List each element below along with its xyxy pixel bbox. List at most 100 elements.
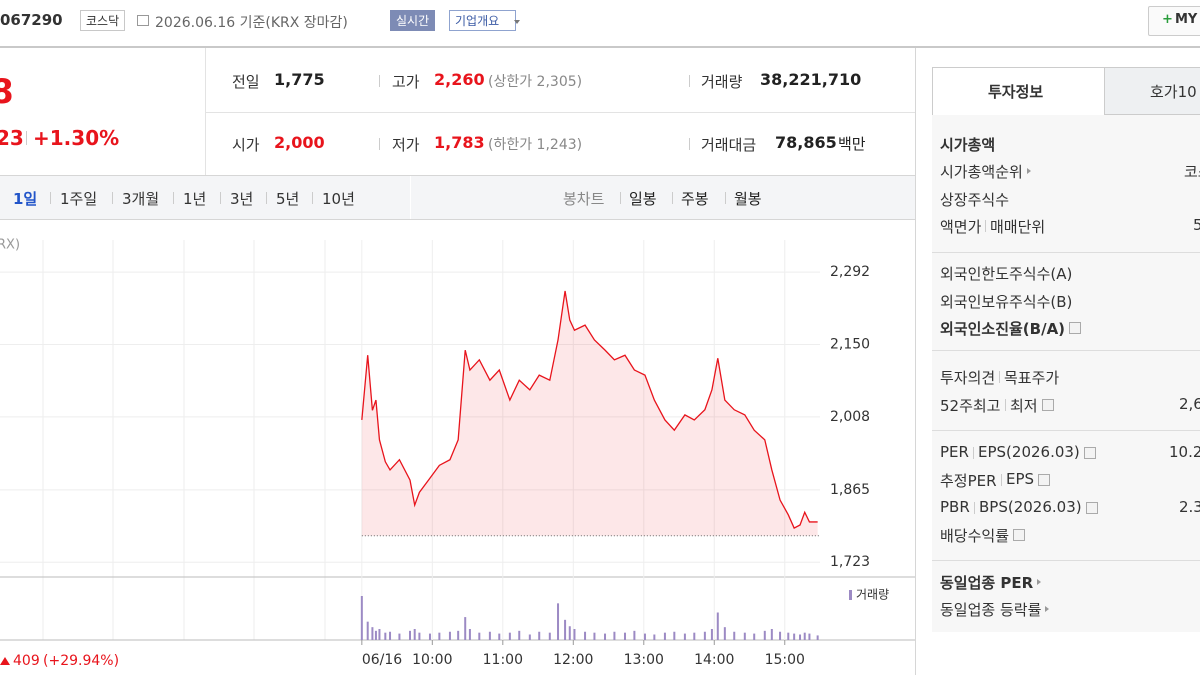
y-tick-label: 1,865 <box>830 482 870 498</box>
tab-sep <box>220 192 221 204</box>
row-label: 52주최고 <box>940 397 1001 415</box>
candle-tab[interactable]: 월봉 <box>734 190 762 208</box>
label-sep <box>999 371 1000 383</box>
help-icon[interactable] <box>1013 529 1025 541</box>
my-button[interactable] <box>1148 6 1200 36</box>
upper-limit: (상한가 2,305) <box>488 74 583 90</box>
volume-bar <box>478 632 481 640</box>
tab-active[interactable] <box>932 67 1105 115</box>
tab-invest[interactable]: 투자정보 <box>988 83 1044 101</box>
volume-bar <box>557 603 560 640</box>
x-tick-label: 13:00 <box>624 652 664 668</box>
market-tag: 코스닥 <box>80 10 126 31</box>
volume-bar <box>468 629 471 640</box>
label-sep <box>985 220 986 232</box>
candle-tab[interactable]: 봉차트 <box>563 190 605 208</box>
volume-bar <box>508 632 511 640</box>
prev-label: 전일 <box>232 73 260 91</box>
volume-bar <box>770 629 773 640</box>
row-label: 액면가 <box>940 218 982 236</box>
tab-inactive[interactable] <box>1105 67 1200 115</box>
volume-bar <box>528 634 531 640</box>
volume-bar <box>438 632 441 640</box>
volume-bar <box>398 633 401 640</box>
volume-bar <box>743 632 746 640</box>
row-divider <box>932 430 1200 431</box>
volume-bar <box>779 631 782 640</box>
row-label: 외국인한도주식수(A) <box>940 265 1073 283</box>
volume-bar <box>683 633 686 640</box>
row-label: 배당수익률 <box>940 527 1010 545</box>
row-label2: 최저 <box>1010 397 1038 415</box>
help-icon[interactable] <box>1084 447 1096 459</box>
row-label: 추정PER <box>940 472 997 490</box>
amount-unit: 백만 <box>838 135 866 153</box>
open-value: 2,000 <box>274 133 325 152</box>
volume-bar <box>384 632 387 640</box>
row-value: 10.27 <box>1169 443 1200 461</box>
volume-bar <box>710 629 713 640</box>
base-date: 2026.06.16 기준(KRX 장마감) <box>155 15 348 31</box>
period-tab[interactable]: 1주일 <box>60 190 98 208</box>
row-divider <box>932 560 1200 561</box>
more-arrow[interactable] <box>1027 168 1031 174</box>
x-tick-label: 14:00 <box>694 652 734 668</box>
row-label: PBR <box>940 498 970 516</box>
row-label: 시가총액순위 <box>940 163 1023 181</box>
y-tick-label: 2,150 <box>830 337 870 353</box>
more-arrow[interactable] <box>1037 579 1041 585</box>
volume-label: 거래량 <box>701 73 743 91</box>
candle-bar <box>411 176 915 219</box>
tab-sep <box>112 192 113 204</box>
period-tab[interactable]: 3개월 <box>122 190 160 208</box>
volume-bar <box>378 629 381 640</box>
open-label: 시가 <box>232 136 260 154</box>
row-label: 동일업종 PER <box>940 574 1034 592</box>
row-label: 투자의견 <box>940 369 996 387</box>
volume-bar <box>518 630 521 640</box>
period-tab[interactable]: 10년 <box>322 190 355 208</box>
volume-bar <box>374 630 377 640</box>
low-value: 1,783 <box>434 133 485 152</box>
candle-tab[interactable]: 주봉 <box>681 190 709 208</box>
company-button[interactable]: 기업개요 <box>449 10 517 31</box>
period-tab[interactable]: 3년 <box>230 190 254 208</box>
help-icon[interactable] <box>1042 399 1054 411</box>
volume-bar <box>793 633 796 640</box>
row-label2: 매매단위 <box>990 218 1046 236</box>
amount-label: 거래대금 <box>701 136 757 154</box>
prev-value: 1,775 <box>274 70 325 89</box>
more-arrow[interactable] <box>1045 606 1049 612</box>
period-bar <box>0 176 410 219</box>
my-label[interactable]: MY <box>1175 12 1198 27</box>
row-label: 외국인소진율(B/A) <box>940 320 1066 338</box>
tab-quote[interactable]: 호가10 <box>1150 83 1197 101</box>
x-tick-label: 10:00 <box>412 652 452 668</box>
volume-bar <box>787 632 790 640</box>
help-icon[interactable] <box>1086 502 1098 514</box>
volume-bar <box>653 634 656 640</box>
volume-bar <box>593 632 596 640</box>
tab-sep <box>725 192 726 204</box>
period-tab[interactable]: 1일 <box>13 190 38 208</box>
volume-bar <box>457 630 460 640</box>
row-value: 50 <box>1193 216 1200 234</box>
help-icon[interactable] <box>1038 474 1050 486</box>
amount-value: 78,865 <box>775 133 837 152</box>
tab-sep <box>50 192 51 204</box>
period-tab[interactable]: 5년 <box>276 190 300 208</box>
stock-code: 067290 <box>0 11 63 29</box>
row-label: PER <box>940 443 969 461</box>
volume-bar <box>464 617 467 640</box>
x-tick-label: 15:00 <box>765 652 805 668</box>
row-value: 2,67 <box>1179 395 1200 413</box>
volume-bar <box>604 633 607 640</box>
bottom-rate: (+29.94%) <box>43 653 119 669</box>
high-label: 고가 <box>392 73 420 91</box>
realtime-tag[interactable]: 실시간 <box>390 10 436 31</box>
volume-bar <box>584 631 587 640</box>
y-tick-label: 2,008 <box>830 409 870 425</box>
candle-tab[interactable]: 일봉 <box>629 190 657 208</box>
period-tab[interactable]: 1년 <box>183 190 207 208</box>
help-icon[interactable] <box>1069 322 1081 334</box>
